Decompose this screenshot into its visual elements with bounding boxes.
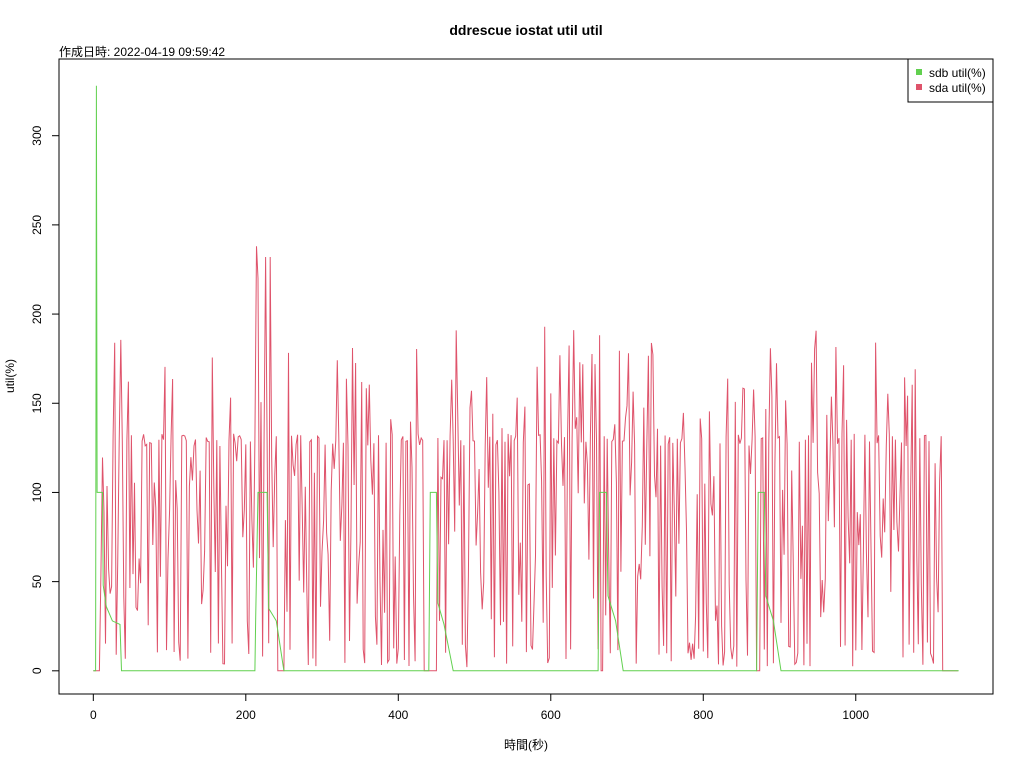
legend-box [907,58,994,103]
legend-label-sdb: sdb util(%) [929,66,986,80]
legend-swatch-sdb [916,69,922,75]
x-axis: 0 200 400 600 800 1000 [90,693,869,722]
y-axis: 0 50 100 150 200 250 300 [30,125,60,674]
x-tick-label: 600 [541,708,561,722]
x-tick-label: 1000 [842,708,869,722]
x-axis-label: 時間(秒) [504,738,548,752]
y-tick-label: 150 [30,393,44,413]
x-tick-label: 400 [388,708,408,722]
y-tick-label: 0 [30,667,44,674]
legend: sdb util(%) sda util(%) [907,58,994,103]
x-tick-label: 800 [693,708,713,722]
series-line-sda [93,246,958,672]
chart-subtitle: 作成日時: 2022-04-19 09:59:42 [59,45,225,59]
y-tick-label: 50 [30,575,44,589]
legend-label-sda: sda util(%) [929,81,986,95]
series-layer [93,85,959,672]
y-tick-label: 300 [30,125,44,145]
y-tick-label: 100 [30,482,44,502]
y-axis-label: util(%) [3,359,17,393]
series-line-sdb [93,85,959,672]
chart-title: ddrescue iostat util util [449,22,602,38]
y-tick-label: 200 [30,304,44,324]
y-tick-label: 250 [30,215,44,235]
x-tick-label: 200 [236,708,256,722]
legend-swatch-sda [916,84,922,90]
x-tick-label: 0 [90,708,97,722]
